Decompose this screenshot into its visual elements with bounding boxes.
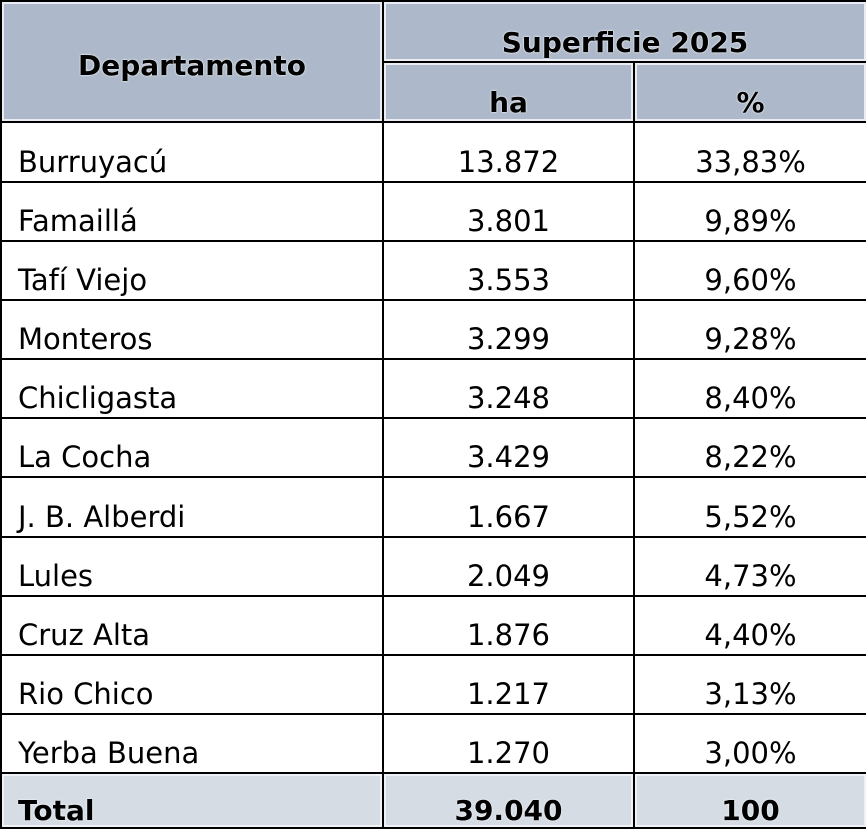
cell-ha: 3.429 [382, 417, 635, 479]
cell-percent: 9,28% [633, 299, 866, 361]
header-departamento: Departamento [0, 0, 384, 123]
cell-ha: 1.217 [382, 653, 635, 715]
table-row: Lules 2.049 4,73% [0, 535, 866, 597]
cell-ha: 1.667 [382, 476, 635, 538]
header-row-sub: ha % [1, 61, 866, 123]
cell-department: Famaillá [0, 181, 384, 243]
cell-percent: 8,40% [633, 358, 866, 420]
cell-department: Monteros [0, 299, 384, 361]
table-row: Chicligasta 3.248 8,40% [0, 358, 866, 420]
cell-percent: 33,83% [633, 120, 866, 184]
cell-percent: 8,22% [633, 417, 866, 479]
table-row: Burruyacú 13.872 33,83% [0, 120, 866, 184]
total-label: Total [0, 772, 384, 829]
cell-percent: 3,13% [633, 653, 866, 715]
cell-percent: 5,52% [633, 476, 866, 538]
cell-percent: 4,73% [633, 535, 866, 597]
cell-ha: 2.049 [382, 535, 635, 597]
table-row: J. B. Alberdi 1.667 5,52% [0, 476, 866, 538]
total-ha: 39.040 [382, 772, 635, 829]
header-superficie-2025: Superficie 2025 [382, 0, 866, 63]
table-row: Cruz Alta 1.876 4,40% [0, 594, 866, 656]
cell-department: Yerba Buena [0, 712, 384, 775]
header-ha: ha [382, 61, 635, 123]
cell-ha: 3.248 [382, 358, 635, 420]
cell-department: Chicligasta [0, 358, 384, 420]
cell-ha: 1.270 [382, 712, 635, 775]
header-percent: % [633, 61, 866, 123]
cell-department: Tafí Viejo [0, 240, 384, 302]
cell-ha: 1.876 [382, 594, 635, 656]
cell-ha: 3.299 [382, 299, 635, 361]
cell-department: Cruz Alta [0, 594, 384, 656]
cell-ha: 13.872 [382, 120, 635, 184]
table-row: Monteros 3.299 9,28% [0, 299, 866, 361]
cell-percent: 4,40% [633, 594, 866, 656]
table-row: Famaillá 3.801 9,89% [0, 181, 866, 243]
table-row: Yerba Buena 1.270 3,00% [0, 712, 866, 775]
cell-percent: 9,89% [633, 181, 866, 243]
cell-percent: 3,00% [633, 712, 866, 775]
table-row: La Cocha 3.429 8,22% [0, 417, 866, 479]
cell-department: Lules [0, 535, 384, 597]
cell-department: Rio Chico [0, 653, 384, 715]
cell-ha: 3.553 [382, 240, 635, 302]
table-row: Tafí Viejo 3.553 9,60% [0, 240, 866, 302]
cell-department: J. B. Alberdi [0, 476, 384, 538]
header-row-top: Departamento Superficie 2025 [0, 0, 866, 123]
table-header: Departamento Superficie 2025 ha % [0, 0, 866, 123]
table-body: Burruyacú 13.872 33,83% Famaillá 3.801 9… [0, 120, 866, 775]
total-percent: 100 [633, 772, 866, 829]
cell-ha: 3.801 [382, 181, 635, 243]
cell-department: La Cocha [0, 417, 384, 479]
total-row: Total 39.040 100 [0, 772, 866, 829]
cell-department: Burruyacú [0, 120, 384, 184]
table-row: Rio Chico 1.217 3,13% [0, 653, 866, 715]
table-footer: Total 39.040 100 [0, 772, 866, 829]
cell-percent: 9,60% [633, 240, 866, 302]
